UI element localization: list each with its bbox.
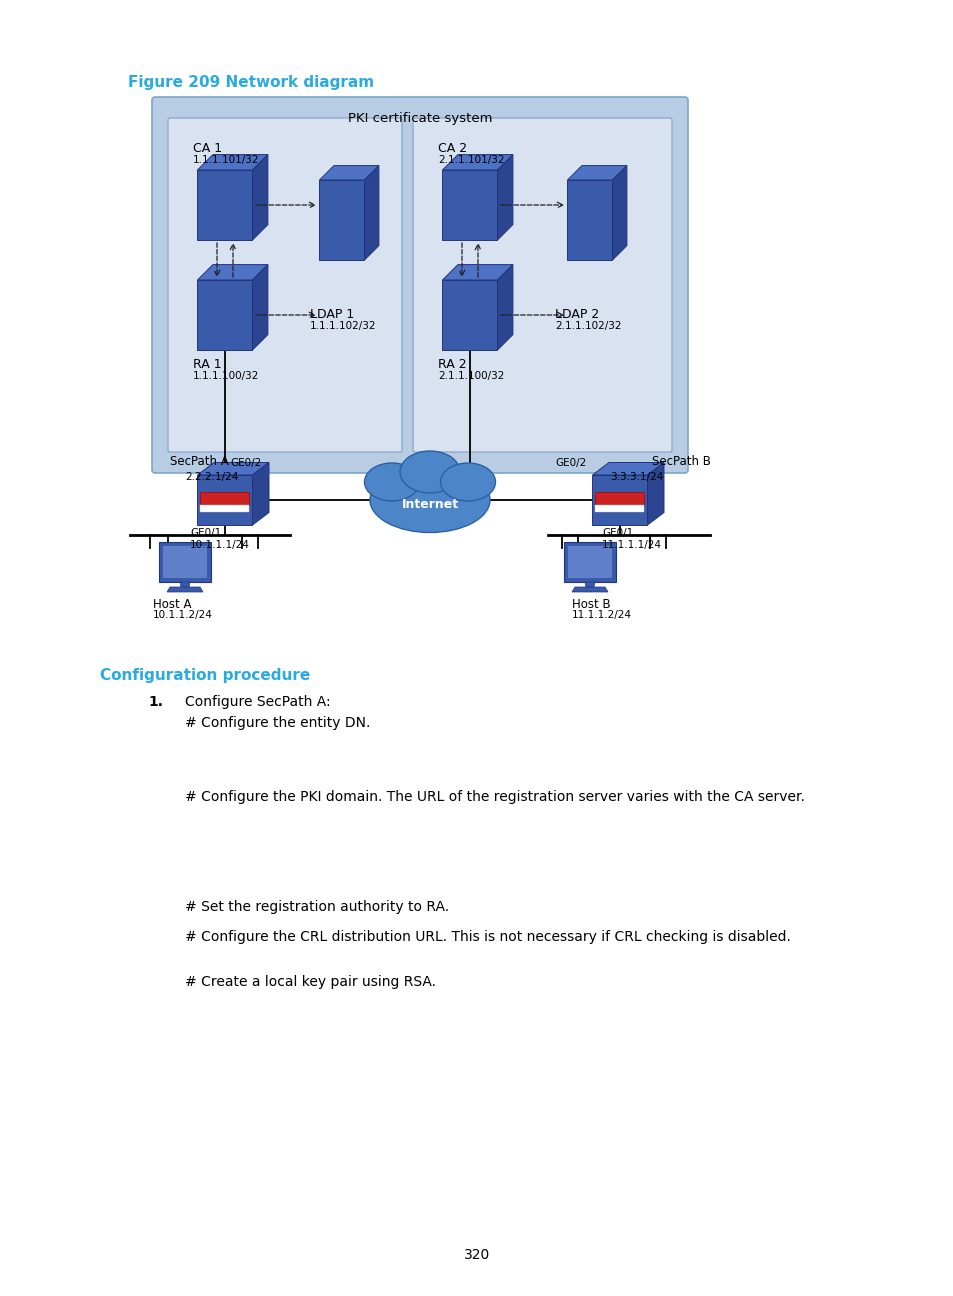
Text: 1.1.1.100/32: 1.1.1.100/32 <box>193 371 259 381</box>
Text: 3.3.3.1/24: 3.3.3.1/24 <box>609 472 662 482</box>
Polygon shape <box>592 463 663 476</box>
Polygon shape <box>497 264 513 350</box>
Polygon shape <box>180 582 190 587</box>
Text: # Configure the CRL distribution URL. This is not necessary if CRL checking is d: # Configure the CRL distribution URL. Th… <box>185 931 790 943</box>
Text: 2.1.1.102/32: 2.1.1.102/32 <box>555 321 620 330</box>
FancyBboxPatch shape <box>413 118 671 452</box>
Polygon shape <box>197 280 253 350</box>
Text: # Configure the entity DN.: # Configure the entity DN. <box>185 715 370 730</box>
Polygon shape <box>595 505 644 512</box>
Text: 1.1.1.102/32: 1.1.1.102/32 <box>310 321 376 330</box>
Text: CA 2: CA 2 <box>437 143 467 156</box>
Polygon shape <box>197 264 268 280</box>
Text: 1.1.1.101/32: 1.1.1.101/32 <box>193 156 259 165</box>
Text: Configure SecPath A:: Configure SecPath A: <box>185 695 331 709</box>
Text: Internet: Internet <box>401 499 458 512</box>
FancyBboxPatch shape <box>563 542 616 582</box>
Polygon shape <box>197 476 253 525</box>
Polygon shape <box>595 492 644 505</box>
Text: 11.1.1.2/24: 11.1.1.2/24 <box>572 610 631 619</box>
Text: GE0/1: GE0/1 <box>601 527 633 538</box>
Ellipse shape <box>440 463 495 502</box>
Polygon shape <box>253 154 268 240</box>
Polygon shape <box>612 166 626 260</box>
Polygon shape <box>364 166 378 260</box>
Polygon shape <box>647 463 663 525</box>
Text: SecPath A: SecPath A <box>170 455 229 468</box>
Text: 10.1.1.1/24: 10.1.1.1/24 <box>190 540 250 550</box>
Polygon shape <box>567 180 612 260</box>
Text: 2.1.1.101/32: 2.1.1.101/32 <box>437 156 504 165</box>
Text: PKI certificate system: PKI certificate system <box>348 111 492 124</box>
Text: Host B: Host B <box>572 597 610 610</box>
Polygon shape <box>442 280 497 350</box>
Polygon shape <box>253 463 269 525</box>
Polygon shape <box>442 264 513 280</box>
Ellipse shape <box>370 468 490 533</box>
Polygon shape <box>167 587 203 592</box>
Text: CA 1: CA 1 <box>193 143 222 156</box>
Text: GE0/1: GE0/1 <box>190 527 221 538</box>
Text: LDAP 1: LDAP 1 <box>310 308 354 321</box>
Polygon shape <box>319 166 378 180</box>
Polygon shape <box>567 166 626 180</box>
Text: Figure 209 Network diagram: Figure 209 Network diagram <box>128 75 374 89</box>
Polygon shape <box>442 170 497 240</box>
Text: 320: 320 <box>463 1248 490 1262</box>
Polygon shape <box>497 154 513 240</box>
Polygon shape <box>200 505 250 512</box>
Text: SecPath B: SecPath B <box>651 455 710 468</box>
Text: 2.1.1.100/32: 2.1.1.100/32 <box>437 371 504 381</box>
Polygon shape <box>442 154 513 170</box>
Text: # Create a local key pair using RSA.: # Create a local key pair using RSA. <box>185 975 436 989</box>
Text: Configuration procedure: Configuration procedure <box>100 667 310 683</box>
Text: RA 2: RA 2 <box>437 358 466 371</box>
Polygon shape <box>592 476 647 525</box>
FancyBboxPatch shape <box>159 542 211 582</box>
Polygon shape <box>584 582 595 587</box>
Text: 1.: 1. <box>148 695 163 709</box>
Text: 11.1.1.1/24: 11.1.1.1/24 <box>601 540 661 550</box>
Polygon shape <box>197 170 253 240</box>
Text: # Configure the PKI domain. The URL of the registration server varies with the C: # Configure the PKI domain. The URL of t… <box>185 791 804 804</box>
Text: Host A: Host A <box>152 597 192 610</box>
Ellipse shape <box>399 451 459 492</box>
Text: RA 1: RA 1 <box>193 358 221 371</box>
Polygon shape <box>319 180 364 260</box>
Text: # Set the registration authority to RA.: # Set the registration authority to RA. <box>185 899 449 914</box>
Polygon shape <box>197 154 268 170</box>
Ellipse shape <box>364 463 419 502</box>
Text: 10.1.1.2/24: 10.1.1.2/24 <box>152 610 213 619</box>
FancyBboxPatch shape <box>168 118 401 452</box>
Text: LDAP 2: LDAP 2 <box>555 308 598 321</box>
FancyBboxPatch shape <box>567 546 612 578</box>
Polygon shape <box>572 587 607 592</box>
Polygon shape <box>200 492 250 505</box>
Text: GE0/2: GE0/2 <box>230 457 261 468</box>
Polygon shape <box>197 463 269 476</box>
FancyBboxPatch shape <box>152 97 687 473</box>
Text: GE0/2: GE0/2 <box>555 457 586 468</box>
Text: 2.2.2.1/24: 2.2.2.1/24 <box>185 472 238 482</box>
FancyBboxPatch shape <box>163 546 207 578</box>
Polygon shape <box>253 264 268 350</box>
